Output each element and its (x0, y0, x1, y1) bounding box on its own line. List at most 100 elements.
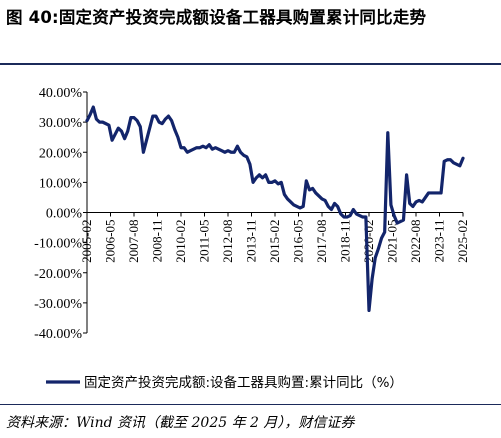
data-point (139, 125, 142, 128)
data-point (396, 222, 399, 224)
data-point (208, 143, 210, 146)
data-point (387, 131, 389, 134)
data-point (277, 183, 279, 185)
data-point (205, 146, 207, 149)
data-point (321, 198, 323, 200)
data-point (274, 180, 276, 182)
top-rule (0, 63, 501, 65)
y-tick-label: -40.00% (34, 327, 82, 342)
legend: 固定资产投资完成额:设备工器具购置:累计同比（%） (46, 374, 403, 391)
x-tick-label: 2011-05 (197, 220, 212, 263)
data-point (249, 163, 251, 166)
data-point (164, 118, 167, 120)
data-point (293, 204, 295, 206)
data-point (452, 161, 455, 164)
data-point (186, 151, 189, 154)
data-point (393, 214, 395, 217)
x-tick-label: 2005-02 (79, 220, 94, 263)
data-point (361, 216, 364, 218)
x-tick-label: 2022-08 (408, 220, 423, 263)
x-tick-label: 2021-05 (385, 220, 400, 263)
x-tick-label: 2023-11 (432, 220, 447, 263)
data-point (211, 148, 214, 151)
data-point (333, 202, 336, 205)
data-point (415, 201, 417, 203)
y-tick-label: 40.00% (39, 86, 83, 101)
data-point (271, 181, 273, 184)
data-point (227, 149, 229, 152)
data-point (358, 214, 361, 217)
bottom-rule (0, 404, 501, 405)
data-point (152, 115, 154, 117)
data-point (421, 201, 424, 203)
data-point (136, 119, 138, 122)
y-tick-label: -30.00% (34, 297, 82, 312)
data-point (258, 174, 261, 176)
data-point (374, 256, 377, 259)
legend-label: 固定资产投资完成额:设备工器具购置:累计同比（%） (84, 374, 403, 391)
data-point (280, 181, 283, 184)
data-point (114, 133, 116, 135)
data-point (418, 199, 420, 202)
data-point (327, 205, 330, 208)
data-point (195, 146, 198, 149)
data-point (405, 174, 408, 176)
data-point (252, 181, 254, 184)
data-point (305, 180, 308, 182)
data-point (108, 124, 110, 126)
data-point (214, 146, 217, 149)
data-point (89, 113, 91, 116)
data-point (408, 202, 411, 205)
data-point (167, 115, 170, 117)
data-point (161, 122, 163, 125)
line-chart: 40.00% 30.00% 20.00% 10.00% 0.00% -10.00% -20.… (34, 86, 470, 391)
data-point (330, 208, 333, 211)
x-tick-label: 2015-02 (267, 220, 282, 263)
x-tick-label: 2013-11 (244, 220, 259, 263)
data-point (380, 237, 383, 239)
data-point (224, 151, 226, 154)
data-point (133, 116, 135, 119)
data-point (189, 149, 192, 152)
data-point (349, 214, 352, 217)
data-point (283, 193, 286, 196)
figure-number: 图 40: (6, 8, 59, 27)
data-point (318, 195, 320, 197)
y-tick-label: 10.00% (39, 176, 83, 191)
data-point (170, 119, 173, 122)
data-point (92, 106, 95, 108)
y-tick-label: -10.00% (34, 237, 82, 252)
data-point (111, 139, 113, 141)
data-point (177, 136, 179, 138)
y-tick-label: 0.00% (46, 207, 83, 222)
data-point (217, 148, 220, 151)
x-tick-label: 2018-11 (338, 220, 353, 263)
data-point (346, 216, 348, 218)
x-tick-label: 2012-08 (220, 220, 235, 263)
data-point (145, 139, 148, 141)
data-point (183, 146, 185, 149)
data-point (242, 154, 245, 157)
data-point (308, 189, 311, 191)
data-point (246, 155, 248, 158)
data-point (336, 205, 339, 208)
series-layer (85, 105, 465, 313)
x-tick-label: 2008-11 (150, 220, 165, 263)
data-point (264, 174, 267, 176)
y-tick-label: -20.00% (34, 267, 82, 282)
x-tick-label: 2010-02 (173, 220, 188, 263)
data-point (377, 247, 380, 250)
data-point (355, 213, 358, 215)
data-point (352, 208, 355, 211)
data-point (261, 177, 264, 179)
data-point (343, 216, 345, 218)
data-point (424, 196, 427, 199)
x-tick-label: 2007-08 (126, 220, 141, 263)
data-point (402, 219, 405, 221)
y-axis: 40.00% 30.00% 20.00% 10.00% 0.00% -10.00% -20.… (34, 86, 88, 342)
x-tick-label: 2017-08 (314, 220, 329, 263)
data-point (101, 121, 104, 123)
data-point (324, 199, 326, 202)
data-point (443, 160, 446, 163)
x-axis: 2005-02 2006-05 2007-08 2008-11 2010-02 2011-… (79, 212, 470, 263)
